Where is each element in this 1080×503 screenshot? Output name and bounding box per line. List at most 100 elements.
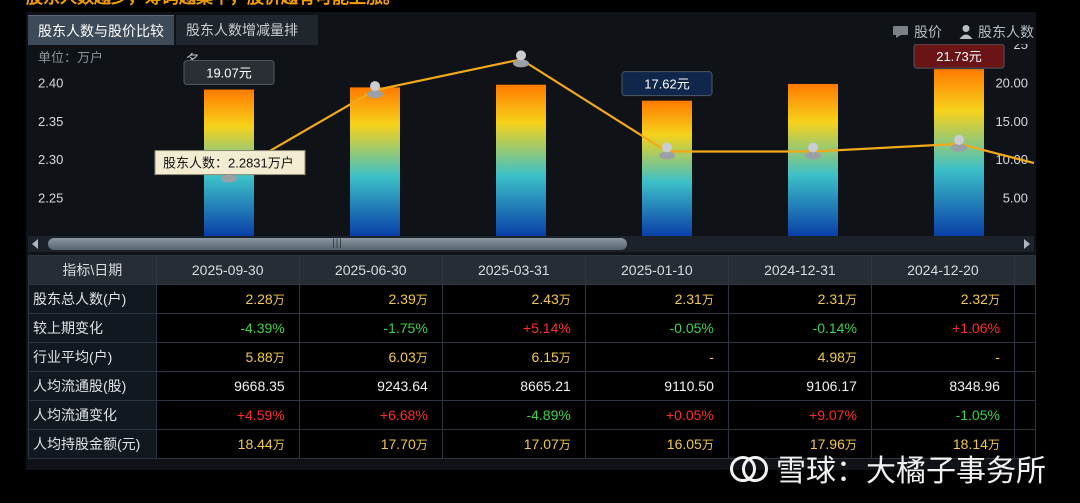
cell-value: 2.32	[960, 290, 988, 307]
table-cell: 2.43万	[441, 284, 586, 314]
cell-value: -1.75%	[383, 320, 428, 336]
row-label: 人均流通变化	[28, 400, 157, 430]
table-cell: 8348.96	[870, 371, 1015, 401]
price-labels: 19.07元 17.62元 21.73元	[183, 44, 1005, 97]
cell-value: -4.39%	[240, 320, 285, 336]
table-cell: -0.05%	[584, 313, 729, 343]
table-cell: -4.39%	[155, 313, 300, 343]
price-bar[interactable]	[642, 100, 692, 236]
table-cell: 17.07万	[441, 429, 586, 459]
row-label: 人均流通股(股)	[28, 371, 157, 401]
table-cell: -4.89%	[441, 400, 586, 430]
chart-scrollbar[interactable]: |||	[28, 236, 1034, 252]
table-row: 人均流通变化 +4.59% +6.68% -4.89% +0.05% +9.07% -1.0…	[28, 400, 1037, 430]
cell-unit: 万	[701, 437, 714, 452]
cell-value: +5.14%	[522, 320, 571, 336]
cell-value: 2.39	[388, 290, 416, 307]
table-row: 人均流通股(股) 9668.35 9243.64 8665.21 9110.50 9106…	[28, 371, 1037, 401]
table-cell: 16.05万	[584, 429, 729, 459]
holder-marker-icon[interactable]	[951, 134, 967, 152]
cell-value: 6.15	[531, 348, 559, 365]
holder-marker-icon[interactable]	[659, 142, 675, 160]
legend-holders-label: 股东人数	[978, 24, 1034, 40]
left-tick-label: 2.35	[38, 114, 63, 129]
cell-value: +4.59%	[236, 407, 285, 423]
holder-marker-icon[interactable]	[805, 142, 821, 160]
cell-unit: 万	[415, 350, 428, 365]
price-legend-icon	[893, 26, 908, 38]
cell-value: 17.96	[809, 435, 845, 452]
table-cell: 17.96万	[727, 429, 872, 459]
tooltip-box	[154, 150, 306, 176]
cell-value: 2.31	[674, 290, 702, 307]
shareholder-panel: 股东人数与股价比较 股东人数增减量排名 股价 股东人数 单位：万户	[26, 12, 1037, 470]
table-cell: +5.14%	[441, 313, 586, 343]
cell-value: +9.07%	[809, 407, 857, 423]
tab-holders-change-ranking[interactable]: 股东人数增减量排名	[176, 15, 318, 68]
cell-value: 5.88	[245, 348, 273, 365]
holder-marker-icon[interactable]	[367, 81, 383, 99]
cell-value: -	[995, 349, 1000, 365]
table-cell: 2.31万	[584, 284, 729, 314]
table-cell: 17.70万	[298, 429, 443, 459]
table-cell: 9243.64	[298, 371, 443, 401]
price-label-text: 21.73元	[936, 49, 982, 64]
table-row: 较上期变化 -4.39% -1.75% +5.14% -0.05% -0.14% +1.06…	[28, 313, 1037, 343]
date-header[interactable]: 2025-03-31	[441, 255, 586, 285]
table-cell: 9110.50	[584, 371, 729, 401]
cell-unit: 万	[987, 437, 1000, 452]
cell-unit: 万	[701, 292, 714, 307]
cell-value: 2.28	[245, 290, 273, 307]
date-header[interactable]: 2025-06-30	[298, 255, 443, 285]
hover-tooltip: 股东人数：2.2831万户	[154, 150, 306, 176]
scroll-right-arrow-icon[interactable]	[1024, 239, 1030, 249]
table-cell: 5.88万	[155, 342, 300, 372]
headline: 股东人数越少，筹码越集中，股价越有可能上涨。	[26, 0, 400, 8]
cell-value: 18.44	[237, 435, 273, 452]
row-label: 行业平均(户)	[28, 342, 157, 372]
table-spacer-cell	[1013, 400, 1037, 430]
table-spacer-cell	[1013, 284, 1037, 314]
right-tick-label: 5.00	[1003, 191, 1028, 206]
holder-marker-icon[interactable]	[513, 50, 529, 68]
price-label: 19.07元	[183, 60, 275, 86]
price-label: 17.62元	[621, 71, 713, 97]
cell-value: -0.14%	[812, 320, 857, 336]
holders-markers	[221, 50, 967, 183]
row-label: 较上期变化	[28, 313, 157, 343]
price-bar[interactable]	[788, 83, 838, 236]
table-cell: 18.14万	[870, 429, 1015, 459]
cell-value: -4.89%	[526, 407, 571, 423]
cell-value: 17.07	[523, 435, 559, 452]
date-header[interactable]: 2024-12-20	[870, 255, 1015, 285]
table-cell: 8665.21	[441, 371, 586, 401]
scroll-thumb[interactable]: |||	[48, 238, 627, 250]
watermark: 雪球：大橘子事务所	[730, 446, 1046, 490]
cell-value: 9106.17	[806, 378, 857, 394]
scroll-grip-icon: |||	[332, 238, 343, 249]
row-label: 人均持股金额(元)	[28, 429, 157, 459]
holders-data-table: 指标\日期 2025-09-30 2025-06-30 2025-03-31 2025…	[28, 255, 1037, 459]
cell-unit: 万	[844, 437, 857, 452]
watermark-text: 雪球：大橘子事务所	[776, 455, 1046, 488]
cell-unit: 万	[272, 350, 285, 365]
legend-price-label: 股价	[914, 24, 942, 40]
price-bar[interactable]	[934, 69, 984, 236]
cell-unit: 万	[987, 292, 1000, 307]
scroll-left-arrow-icon[interactable]	[32, 239, 38, 249]
price-bar[interactable]	[350, 87, 400, 236]
table-cell: 2.31万	[727, 284, 872, 314]
date-header[interactable]: 2025-09-30	[155, 255, 300, 285]
cell-value: 17.70	[380, 435, 416, 452]
cell-value: +1.06%	[952, 320, 1000, 336]
tab-holders-vs-price[interactable]: 股东人数与股价比较	[28, 15, 174, 45]
combo-chart-svg: 单位：万户 2.402.352.302.25 2520.0015.0010.00…	[38, 44, 1034, 236]
cell-unit: 万	[272, 437, 285, 452]
cell-value: -0.05%	[669, 320, 714, 336]
price-bar[interactable]	[496, 84, 546, 236]
date-header[interactable]: 2025-01-10	[584, 255, 729, 285]
table-cell: +6.68%	[298, 400, 443, 430]
table-cell: 9106.17	[727, 371, 872, 401]
table-cell: 6.15万	[441, 342, 586, 372]
date-header[interactable]: 2024-12-31	[727, 255, 872, 285]
